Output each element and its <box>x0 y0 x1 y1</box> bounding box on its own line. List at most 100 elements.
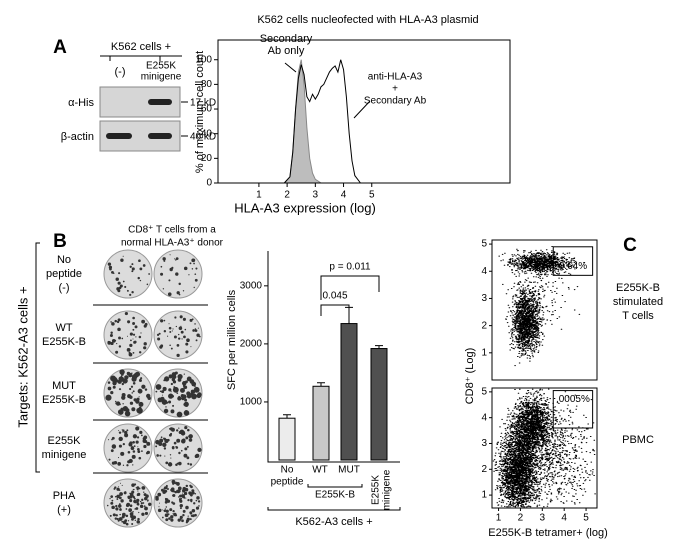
spot <box>129 499 133 503</box>
spot <box>135 371 141 377</box>
spot <box>191 489 195 493</box>
lane-label: E255K <box>146 61 176 72</box>
spot <box>170 515 174 519</box>
spot <box>179 494 182 498</box>
spot <box>111 499 114 502</box>
spot <box>130 446 135 451</box>
spot <box>115 379 119 383</box>
blot-header: K562 cells + <box>111 41 171 53</box>
x-tick-label: 1 <box>496 513 502 524</box>
spot <box>132 488 134 490</box>
spot <box>109 334 113 338</box>
spot <box>114 339 117 342</box>
spot <box>116 342 118 345</box>
spot <box>144 388 148 391</box>
spot <box>138 335 142 339</box>
row-separator <box>93 304 208 474</box>
spot <box>188 274 190 276</box>
spot <box>162 437 164 439</box>
spot <box>121 512 126 517</box>
gate-label: .0005% <box>556 394 590 405</box>
spot <box>185 484 189 488</box>
lane-bracket <box>100 55 182 61</box>
spot <box>136 436 140 439</box>
spot <box>163 487 166 490</box>
spot <box>107 381 111 384</box>
spot <box>122 255 124 257</box>
spot <box>178 326 183 331</box>
spot <box>131 445 133 448</box>
spot <box>157 337 161 341</box>
spot <box>165 510 168 513</box>
spot <box>126 429 129 432</box>
spot <box>164 497 167 500</box>
spot <box>196 333 200 337</box>
y-tick-label: 3 <box>481 293 487 304</box>
spot <box>190 498 193 502</box>
x-tick-label: MUT <box>338 465 360 476</box>
spot <box>184 425 188 430</box>
spot <box>139 279 142 282</box>
spot <box>126 464 129 467</box>
spot <box>188 435 190 437</box>
spot <box>112 385 116 389</box>
spot <box>119 494 121 497</box>
spot <box>116 494 120 499</box>
spot <box>129 395 133 399</box>
y-tick-label: 20 <box>201 153 213 164</box>
spot <box>144 511 149 516</box>
spot <box>107 439 110 441</box>
row-label: WT <box>55 322 72 334</box>
spot <box>175 257 179 261</box>
spot <box>143 491 145 493</box>
annotation: anti-HLA-A3 <box>368 72 423 83</box>
spot <box>113 487 116 490</box>
spot <box>178 395 181 398</box>
well <box>103 249 153 299</box>
spot <box>179 315 183 319</box>
spot <box>132 510 134 513</box>
y-tick-label: 4 <box>481 412 487 423</box>
spot <box>176 438 181 443</box>
spot <box>180 325 182 327</box>
y-tick-label: 1000 <box>240 397 263 408</box>
spot <box>143 493 147 497</box>
annotation: + <box>392 84 398 95</box>
spot <box>173 335 177 339</box>
spot <box>183 266 188 271</box>
bar <box>312 385 330 461</box>
annotation: Secondary <box>260 33 313 45</box>
spot <box>121 520 124 523</box>
spot <box>176 344 180 347</box>
spot <box>141 384 146 389</box>
spot <box>136 493 139 497</box>
spot <box>194 513 197 517</box>
spot <box>138 511 140 514</box>
spot <box>142 439 147 444</box>
spot <box>122 406 129 412</box>
spot <box>171 394 175 398</box>
spot <box>119 513 121 516</box>
spot <box>169 427 174 431</box>
spot <box>128 508 133 513</box>
spot <box>143 505 146 507</box>
spot <box>181 338 183 340</box>
spot <box>166 486 168 488</box>
spot <box>118 272 121 275</box>
spot <box>168 323 170 325</box>
spot <box>139 378 142 381</box>
spot <box>136 520 140 524</box>
spot <box>195 506 200 510</box>
spot <box>122 442 125 446</box>
spot <box>163 491 165 494</box>
spot <box>182 513 185 517</box>
spot <box>146 441 151 446</box>
spot <box>129 387 132 391</box>
annotation: p = 0.011 <box>329 262 371 273</box>
y-tick-label: 3000 <box>240 280 263 291</box>
spot <box>170 382 173 386</box>
spot <box>132 495 135 498</box>
spot <box>180 449 183 452</box>
row-label: E255K-B <box>42 336 86 348</box>
cell-dots <box>498 246 585 367</box>
